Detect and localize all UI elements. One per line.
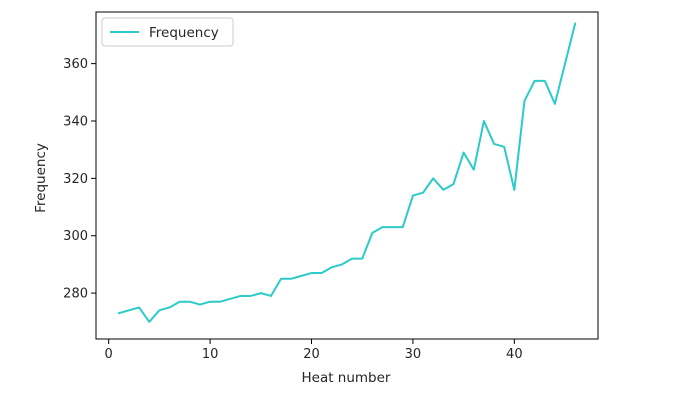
x-tick-label: 30 (405, 347, 422, 362)
legend: Frequency (101, 17, 234, 47)
x-tick-label: 40 (506, 347, 523, 362)
y-tick-label: 360 (63, 57, 88, 72)
legend-box (101, 17, 234, 47)
legend-label: Frequency (149, 25, 219, 41)
y-tick-label: 320 (63, 172, 88, 187)
x-tick-label: 10 (202, 347, 219, 362)
x-tick-label: 0 (105, 347, 113, 362)
y-tick-label: 280 (63, 287, 88, 302)
y-tick-label: 340 (63, 115, 88, 130)
plot-frame (95, 11, 599, 340)
x-axis-label: Heat number (301, 370, 390, 386)
y-tick-label: 300 (63, 229, 88, 244)
y-axis-label: Frequency (33, 143, 49, 213)
series-line-frequency (117, 22, 577, 323)
x-tick-label: 20 (303, 347, 320, 362)
